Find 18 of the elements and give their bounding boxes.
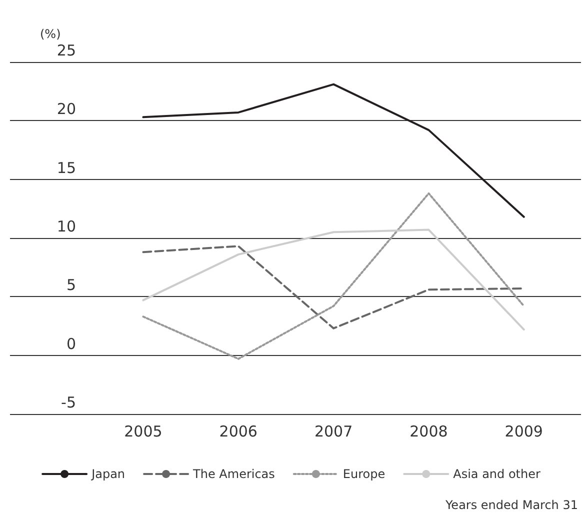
x-tick-label: 2009 bbox=[504, 422, 543, 440]
x-tick-label: 2007 bbox=[314, 422, 353, 440]
y-tick-label: 10 bbox=[56, 218, 76, 236]
y-tick-label: 15 bbox=[56, 158, 76, 177]
x-tick-label: 2006 bbox=[219, 422, 258, 440]
text: Years ended March 31 bbox=[444, 498, 578, 512]
legend-label: Europe bbox=[342, 467, 386, 481]
y-tick-label: 20 bbox=[56, 100, 76, 118]
y-axis-title: (%) bbox=[40, 27, 61, 41]
y-tick-label: 5 bbox=[66, 276, 76, 294]
legend-label: Japan bbox=[90, 467, 126, 481]
y-tick-label: 25 bbox=[56, 42, 76, 60]
legend-label: The Americas bbox=[192, 467, 275, 481]
y-tick-label: -5 bbox=[61, 394, 76, 412]
x-tick-label: 2005 bbox=[124, 422, 162, 440]
y-tick-label: 0 bbox=[66, 334, 76, 353]
x-tick-label: 2008 bbox=[410, 422, 448, 440]
legend-label: Asia and other bbox=[453, 467, 541, 481]
